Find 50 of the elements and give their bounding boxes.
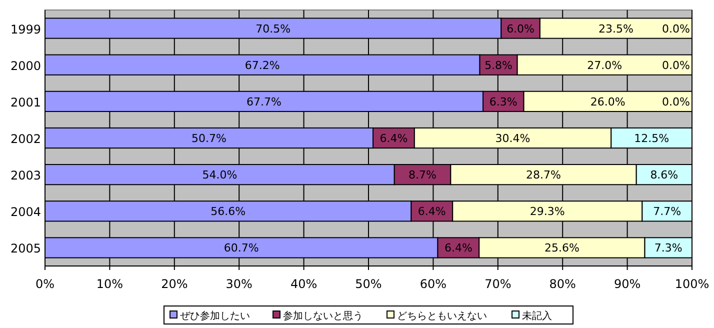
data-label: 30.4% xyxy=(495,132,530,145)
y-tick-label: 2001 xyxy=(10,95,41,110)
x-tick-label: 0% xyxy=(35,277,55,291)
data-label: 7.3% xyxy=(654,242,682,255)
y-tick-label: 1999 xyxy=(10,22,41,36)
x-tick-label: 80% xyxy=(549,277,576,291)
data-label: 0.0% xyxy=(662,22,690,36)
x-tick-label: 10% xyxy=(96,277,124,291)
data-label: 70.5% xyxy=(256,22,291,36)
legend-label: 参加しないと思う xyxy=(283,310,363,322)
legend-label: ぜひ参加したい xyxy=(180,310,250,322)
x-tick-label: 40% xyxy=(290,277,318,291)
data-label: 0.0% xyxy=(662,95,690,108)
data-label: 67.7% xyxy=(246,95,282,108)
legend-label: どちらともいえない xyxy=(397,311,487,322)
data-label: 56.6% xyxy=(210,205,246,218)
x-tick-label: 70% xyxy=(484,277,512,291)
x-tick-label: 50% xyxy=(355,277,382,291)
x-tick-label: 30% xyxy=(226,277,252,291)
y-tick-label: 2000 xyxy=(10,58,41,73)
data-label: 67.2% xyxy=(244,58,280,72)
data-label: 6.3% xyxy=(489,95,518,108)
x-tick-label: 60% xyxy=(420,277,447,291)
data-label: 54.0% xyxy=(202,168,238,182)
data-label: 60.7% xyxy=(224,242,259,255)
data-label: 6.0% xyxy=(506,22,535,36)
data-label: 29.3% xyxy=(530,205,565,218)
data-label: 28.7% xyxy=(526,168,561,182)
data-label: 6.4% xyxy=(380,132,408,145)
x-tick-label: 100% xyxy=(674,277,710,291)
y-tick-label: 2004 xyxy=(10,205,41,220)
data-label: 25.6% xyxy=(544,242,580,255)
data-label: 26.0% xyxy=(590,95,626,108)
data-label: 6.4% xyxy=(444,242,472,255)
x-tick-label: 20% xyxy=(161,277,188,291)
data-label: 50.7% xyxy=(192,132,226,145)
data-label: 5.8% xyxy=(484,58,513,72)
y-tick-label: 2005 xyxy=(10,242,41,256)
y-tick-label: 2003 xyxy=(10,168,41,183)
data-label: 8.6% xyxy=(650,168,678,182)
data-label: 8.7% xyxy=(408,168,436,182)
data-label: 0.0% xyxy=(662,58,690,72)
legend-label: 未記入 xyxy=(522,310,552,322)
data-label: 6.4% xyxy=(418,205,446,218)
data-label: 7.7% xyxy=(653,205,682,218)
y-tick-label: 2002 xyxy=(10,132,41,146)
data-label: 12.5% xyxy=(634,132,670,145)
data-label: 27.0% xyxy=(587,58,622,72)
x-tick-label: 90% xyxy=(614,277,641,291)
data-label: 23.5% xyxy=(598,22,634,36)
